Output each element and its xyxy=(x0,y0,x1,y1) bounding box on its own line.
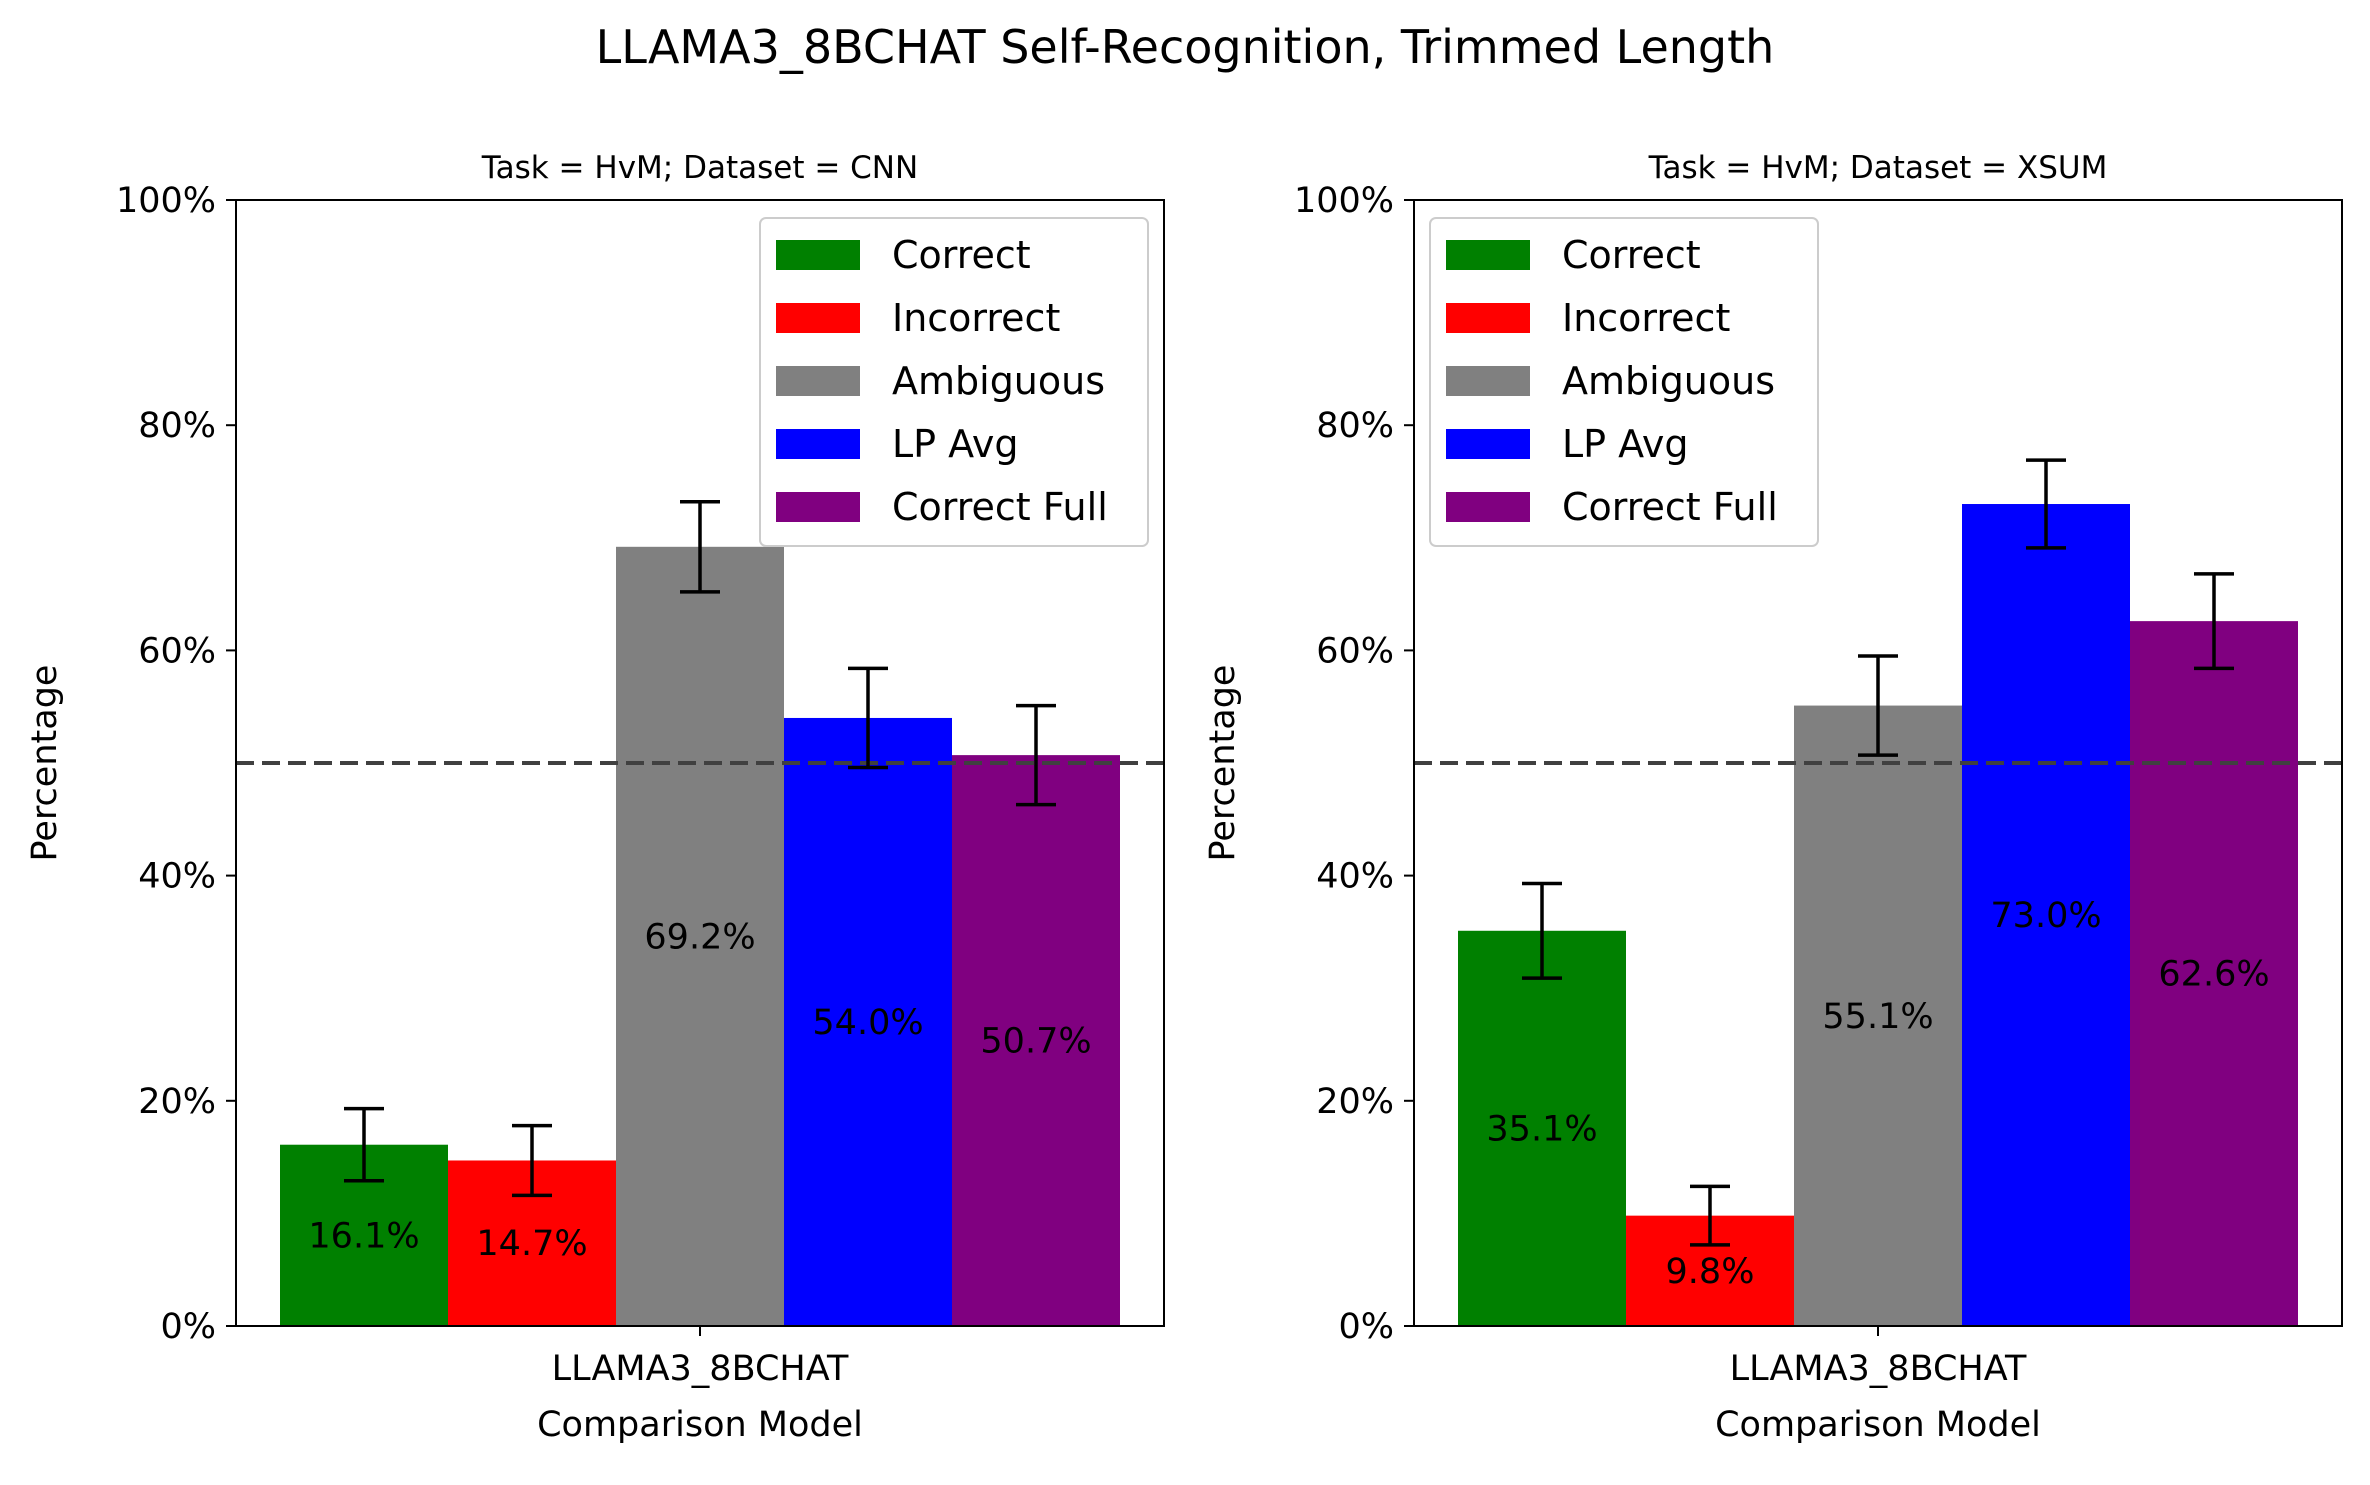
legend-swatch-correct-full xyxy=(1446,492,1530,522)
bar-correct-full xyxy=(952,755,1120,1326)
x-tick-label: LLAMA3_8BCHAT xyxy=(1730,1349,2027,1389)
y-tick-label: 80% xyxy=(138,406,216,446)
data-label: 9.8% xyxy=(1666,1252,1755,1292)
data-label: 50.7% xyxy=(980,1022,1091,1062)
data-label: 69.2% xyxy=(644,917,755,957)
bar-lp-avg xyxy=(784,717,952,1326)
legend: Correct Incorrect Ambiguous LP Avg Correct F… xyxy=(759,217,1149,547)
x-axis-label: Comparison Model xyxy=(537,1405,863,1445)
bar-ambiguous xyxy=(616,546,784,1326)
legend-label-ambiguous: Ambiguous xyxy=(1562,359,1775,403)
y-tick-label: 0% xyxy=(1338,1307,1394,1347)
data-label: 62.6% xyxy=(2158,955,2269,995)
legend-swatch-lp-avg xyxy=(776,429,860,459)
x-tick-label: LLAMA3_8BCHAT xyxy=(552,1349,849,1389)
legend-swatch-correct xyxy=(776,240,860,270)
y-tick-label: 60% xyxy=(1316,631,1394,671)
legend: Correct Incorrect Ambiguous LP Avg Correct F… xyxy=(1429,217,1819,547)
legend-box xyxy=(759,217,1149,547)
data-label: 55.1% xyxy=(1822,997,1933,1037)
legend-swatch-correct xyxy=(1446,240,1530,270)
error-bar xyxy=(1858,654,1898,757)
y-tick-label: 40% xyxy=(138,857,216,897)
legend-label-correct: Correct xyxy=(892,233,1031,277)
chart-panel-2: Task = HvM; Dataset = XSUM 35.1% 9.8% 55.1%… xyxy=(1203,150,2343,1445)
y-tick-label: 100% xyxy=(116,181,216,221)
legend-label-lp-avg: LP Avg xyxy=(1562,422,1689,466)
bar-correct xyxy=(1458,930,1626,1326)
legend-swatch-ambiguous xyxy=(1446,366,1530,396)
error-bar xyxy=(1690,1184,1730,1247)
legend-box xyxy=(1429,217,1819,547)
error-bar xyxy=(680,500,720,594)
error-bar xyxy=(2026,458,2066,550)
y-tick-label: 20% xyxy=(1316,1082,1394,1122)
data-label: 54.0% xyxy=(812,1003,923,1043)
bar-lp-avg xyxy=(1962,504,2130,1326)
error-bar xyxy=(1016,703,1056,807)
chart-panels: Task = HvM; Dataset = CNN 16.1% 14.7% 69.2%… xyxy=(25,150,2343,1445)
y-tick-label: 0% xyxy=(160,1307,216,1347)
data-label: 14.7% xyxy=(476,1224,587,1264)
chart-panel-1: Task = HvM; Dataset = CNN 16.1% 14.7% 69.2%… xyxy=(25,150,1165,1445)
legend-label-correct-full: Correct Full xyxy=(892,485,1108,529)
y-tick-label: 100% xyxy=(1294,181,1394,221)
bar-ambiguous xyxy=(1794,705,1962,1326)
x-axis-label: Comparison Model xyxy=(1715,1405,2041,1445)
legend-swatch-ambiguous xyxy=(776,366,860,396)
bar-correct-full xyxy=(2130,621,2298,1326)
legend-label-correct: Correct xyxy=(1562,233,1701,277)
legend-label-incorrect: Incorrect xyxy=(1562,296,1730,340)
legend-swatch-incorrect xyxy=(776,303,860,333)
error-bar xyxy=(848,666,888,770)
y-tick-label: 20% xyxy=(138,1082,216,1122)
data-label: 16.1% xyxy=(308,1216,419,1256)
data-label: 73.0% xyxy=(1990,896,2101,936)
figure-title: LLAMA3_8BCHAT Self-Recognition, Trimmed … xyxy=(596,20,1775,74)
y-tick-label: 80% xyxy=(1316,406,1394,446)
y-tick-label: 60% xyxy=(138,631,216,671)
error-bar xyxy=(512,1123,552,1198)
subplot-title: Task = HvM; Dataset = CNN xyxy=(481,150,918,186)
legend-label-lp-avg: LP Avg xyxy=(892,422,1019,466)
y-axis-label: Percentage xyxy=(25,665,65,862)
legend-swatch-lp-avg xyxy=(1446,429,1530,459)
legend-swatch-correct-full xyxy=(776,492,860,522)
legend-swatch-incorrect xyxy=(1446,303,1530,333)
error-bar xyxy=(1522,881,1562,980)
y-axis-label: Percentage xyxy=(1203,665,1243,862)
y-tick-label: 40% xyxy=(1316,857,1394,897)
data-label: 35.1% xyxy=(1486,1109,1597,1149)
legend-label-incorrect: Incorrect xyxy=(892,296,1060,340)
error-bar xyxy=(2194,572,2234,671)
error-bar xyxy=(344,1106,384,1183)
legend-label-ambiguous: Ambiguous xyxy=(892,359,1105,403)
subplot-title: Task = HvM; Dataset = XSUM xyxy=(1648,150,2108,186)
legend-label-correct-full: Correct Full xyxy=(1562,485,1778,529)
